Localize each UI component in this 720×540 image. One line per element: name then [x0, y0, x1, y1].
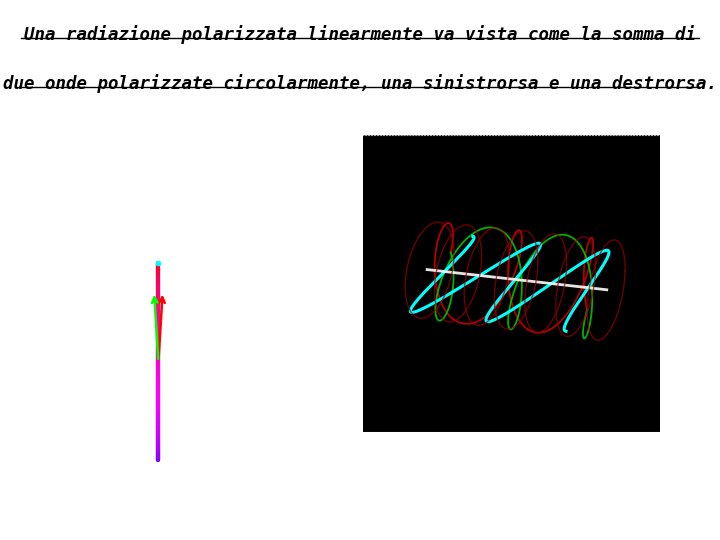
Text: Una radiazione polarizzata linearmente va vista come la somma di: Una radiazione polarizzata linearmente v… — [24, 25, 696, 44]
Text: due onde polarizzate circolarmente, una sinistrorsa e una destrorsa.: due onde polarizzate circolarmente, una … — [3, 74, 717, 93]
